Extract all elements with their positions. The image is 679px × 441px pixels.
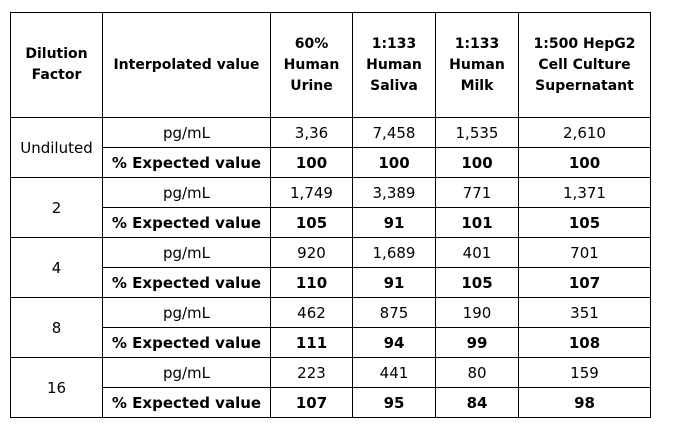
- value-cell: 95: [352, 387, 436, 418]
- header-cell: Dilution Factor: [10, 12, 103, 118]
- table-row: % Expected value 100 100 100 100: [11, 147, 651, 178]
- header-cell: 1:500 HepG2 Cell Culture Supernatant: [518, 12, 651, 118]
- row-label: pg/mL: [102, 177, 271, 208]
- value-cell: 99: [435, 327, 519, 358]
- header-cell: 1:133 Human Milk: [435, 12, 519, 118]
- row-label: pg/mL: [102, 357, 271, 388]
- value-cell: 7,458: [352, 117, 436, 148]
- value-cell: 94: [352, 327, 436, 358]
- value-cell: 84: [435, 387, 519, 418]
- row-label: % Expected value: [102, 267, 271, 298]
- value-cell: 111: [270, 327, 353, 358]
- dilution-cell: 2: [10, 177, 103, 238]
- row-label: pg/mL: [102, 237, 271, 268]
- value-cell: 351: [518, 297, 651, 328]
- header-cell: Interpolated value: [102, 12, 271, 118]
- value-cell: 100: [270, 147, 353, 178]
- row-label: % Expected value: [102, 327, 271, 358]
- value-cell: 462: [270, 297, 353, 328]
- value-cell: 920: [270, 237, 353, 268]
- header-cell: 1:133 Human Saliva: [352, 12, 436, 118]
- dilution-cell: 4: [10, 237, 103, 298]
- row-label: pg/mL: [102, 117, 271, 148]
- value-cell: 105: [518, 207, 651, 238]
- table-row: % Expected value 107 95 84 98: [11, 387, 651, 418]
- value-cell: 3,36: [270, 117, 353, 148]
- table-row: % Expected value 110 91 105 107: [11, 267, 651, 298]
- value-cell: 108: [518, 327, 651, 358]
- table-row: 4 pg/mL 920 1,689 401 701: [10, 237, 651, 298]
- value-cell: 110: [270, 267, 353, 298]
- header-row: Dilution Factor Interpolated value 60% Hum…: [10, 12, 651, 118]
- dilution-table: Dilution Factor Interpolated value 60% Hum…: [10, 12, 651, 418]
- row-label: % Expected value: [102, 387, 271, 418]
- dilution-cell: 8: [10, 297, 103, 358]
- value-cell: 1,749: [270, 177, 353, 208]
- value-cell: 91: [352, 267, 436, 298]
- table-body: Undiluted pg/mL 3,36 7,458 1,535 2,610% Expec…: [10, 117, 651, 418]
- value-cell: 401: [435, 237, 519, 268]
- value-cell: 875: [352, 297, 436, 328]
- value-cell: 159: [518, 357, 651, 388]
- value-cell: 107: [518, 267, 651, 298]
- value-cell: 701: [518, 237, 651, 268]
- value-cell: 190: [435, 297, 519, 328]
- table-row: 8 pg/mL 462 875 190 351: [10, 297, 651, 358]
- value-cell: 101: [435, 207, 519, 238]
- table-row: 2 pg/mL 1,749 3,389 771 1,371: [10, 177, 651, 238]
- table-row: % Expected value 111 94 99 108: [11, 327, 651, 358]
- row-label: % Expected value: [102, 147, 271, 178]
- value-cell: 441: [352, 357, 436, 388]
- value-cell: 100: [518, 147, 651, 178]
- value-cell: 2,610: [518, 117, 651, 148]
- value-cell: 3,389: [352, 177, 436, 208]
- value-cell: 91: [352, 207, 436, 238]
- value-cell: 1,535: [435, 117, 519, 148]
- header-cell: 60% Human Urine: [270, 12, 353, 118]
- dilution-cell: 16: [10, 357, 103, 418]
- value-cell: 1,371: [518, 177, 651, 208]
- value-cell: 107: [270, 387, 353, 418]
- value-cell: 100: [352, 147, 436, 178]
- dilution-cell: Undiluted: [10, 117, 103, 178]
- value-cell: 223: [270, 357, 353, 388]
- value-cell: 80: [435, 357, 519, 388]
- value-cell: 100: [435, 147, 519, 178]
- row-label: % Expected value: [102, 207, 271, 238]
- value-cell: 105: [270, 207, 353, 238]
- value-cell: 98: [518, 387, 651, 418]
- table-row: 16 pg/mL 223 441 80 159: [10, 357, 651, 418]
- table-row: Undiluted pg/mL 3,36 7,458 1,535 2,610: [10, 117, 651, 178]
- row-label: pg/mL: [102, 297, 271, 328]
- value-cell: 1,689: [352, 237, 436, 268]
- value-cell: 105: [435, 267, 519, 298]
- table-row: % Expected value 105 91 101 105: [11, 207, 651, 238]
- value-cell: 771: [435, 177, 519, 208]
